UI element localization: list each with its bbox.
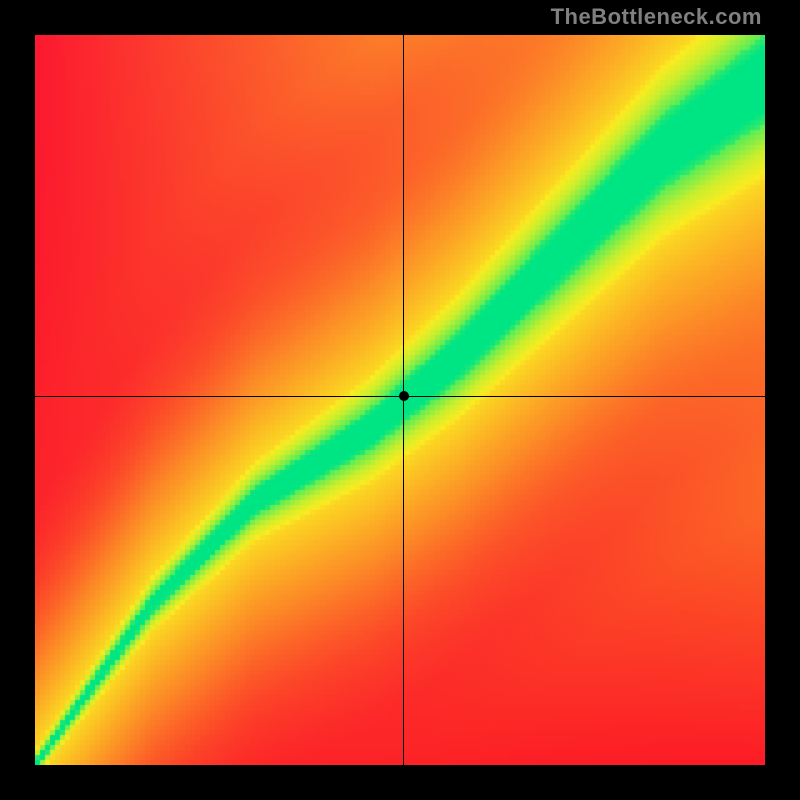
watermark-text: TheBottleneck.com [551,4,762,30]
image-root: TheBottleneck.com [0,0,800,800]
heatmap-plot [35,35,765,765]
crosshair-marker [399,391,409,401]
